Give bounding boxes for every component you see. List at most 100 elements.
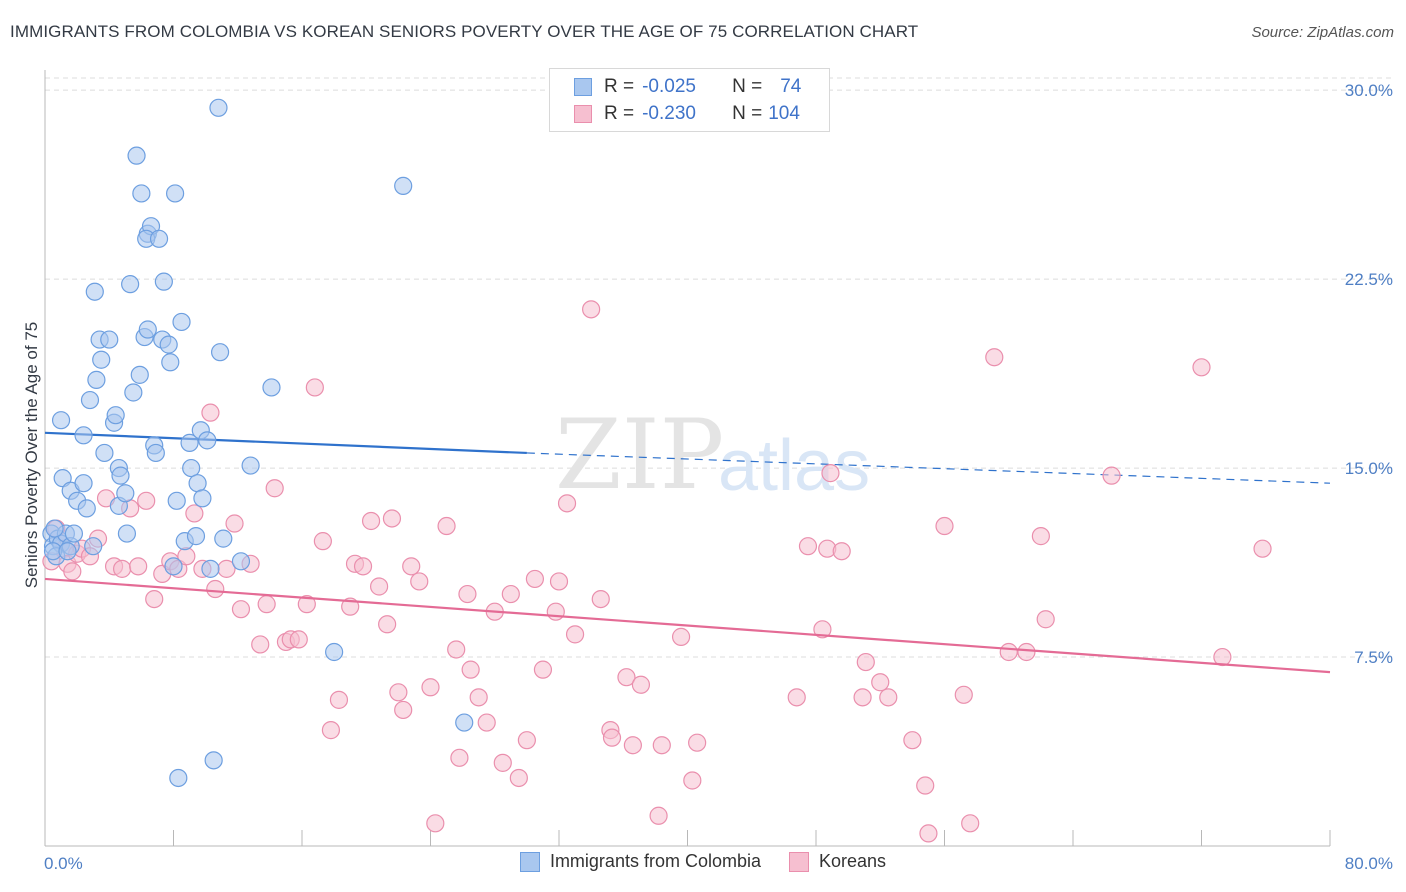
- point-colombia: [241, 456, 260, 475]
- y-axis-title: Seniors Poverty Over the Age of 75: [22, 322, 41, 588]
- point-koreans: [935, 516, 954, 536]
- point-koreans: [225, 514, 244, 533]
- legend-r-label: R =: [604, 76, 635, 97]
- series-swatch-koreans: [789, 851, 809, 872]
- legend-n-label: N =: [732, 103, 763, 124]
- point-koreans: [289, 630, 308, 649]
- point-colombia: [204, 751, 223, 770]
- point-koreans: [832, 542, 851, 561]
- series-label-koreans: Koreans: [819, 851, 887, 871]
- point-colombia: [161, 353, 180, 372]
- point-colombia: [209, 98, 228, 117]
- y-tick-label: 7.5%: [1354, 648, 1393, 667]
- point-koreans: [903, 731, 922, 750]
- trend-line-koreans: [44, 577, 1331, 674]
- point-koreans: [856, 652, 875, 672]
- point-colombia: [130, 365, 149, 384]
- point-colombia: [180, 433, 199, 452]
- point-colombia: [45, 519, 64, 538]
- point-koreans: [1017, 642, 1036, 662]
- point-koreans: [112, 559, 132, 578]
- point-koreans: [469, 688, 488, 707]
- point-colombia: [121, 275, 140, 294]
- tick-labels: 7.5% 15.0% 22.5% 30.0% 0.0% 80.0%: [44, 81, 1393, 873]
- trend-line-colombia: [44, 431, 1331, 484]
- watermark-zip: ZIP: [555, 399, 724, 511]
- point-colombia: [164, 557, 183, 576]
- legend-swatch-koreans: [574, 105, 592, 123]
- series-legend-koreans: Koreans: [789, 851, 886, 872]
- point-colombia: [100, 330, 119, 349]
- point-koreans: [798, 537, 818, 556]
- point-colombia: [325, 642, 344, 662]
- point-koreans: [623, 736, 642, 755]
- point-colombia: [167, 491, 186, 510]
- point-koreans: [821, 464, 840, 483]
- point-koreans: [185, 504, 204, 523]
- point-koreans: [649, 806, 668, 825]
- point-colombia: [154, 272, 173, 291]
- point-koreans: [985, 348, 1004, 367]
- point-colombia: [394, 176, 413, 195]
- axes: [44, 70, 1331, 847]
- y-tick-label: 15.0%: [1345, 459, 1393, 478]
- point-koreans: [533, 660, 553, 679]
- legend-n-value: 104: [768, 103, 800, 124]
- point-koreans: [493, 753, 512, 772]
- point-colombia: [172, 312, 191, 332]
- point-koreans: [353, 557, 373, 576]
- point-colombia: [127, 146, 146, 165]
- point-koreans: [63, 562, 82, 581]
- point-colombia: [85, 282, 104, 301]
- point-koreans: [265, 479, 284, 498]
- point-colombia: [188, 474, 207, 493]
- point-colombia: [74, 474, 93, 493]
- point-koreans: [137, 491, 156, 510]
- point-koreans: [305, 378, 324, 397]
- point-colombia: [262, 378, 281, 397]
- point-colombia: [84, 537, 103, 556]
- point-koreans: [688, 733, 707, 752]
- point-koreans: [582, 300, 601, 319]
- point-koreans: [617, 668, 636, 687]
- point-colombia: [74, 426, 93, 445]
- point-koreans: [546, 602, 565, 621]
- point-colombia: [116, 484, 135, 503]
- point-colombia: [455, 713, 474, 732]
- points-koreans: [42, 300, 1272, 843]
- point-koreans: [525, 569, 545, 589]
- x-tick-label-min: 0.0%: [44, 854, 83, 873]
- point-koreans: [517, 731, 536, 750]
- point-koreans: [999, 642, 1018, 662]
- point-colombia: [169, 768, 188, 788]
- point-colombia: [201, 559, 220, 578]
- point-colombia: [214, 529, 233, 548]
- point-koreans: [370, 577, 389, 596]
- point-koreans: [329, 690, 349, 709]
- point-colombia: [198, 431, 217, 450]
- point-koreans: [145, 589, 164, 609]
- point-koreans: [313, 532, 332, 551]
- point-koreans: [1036, 610, 1055, 629]
- point-koreans: [426, 814, 445, 833]
- y-tick-label: 30.0%: [1345, 81, 1393, 100]
- point-koreans: [853, 688, 872, 707]
- legend-swatch-colombia: [574, 78, 592, 96]
- point-koreans: [410, 572, 429, 591]
- point-colombia: [124, 383, 143, 402]
- source-label: Source: ZipAtlas.com: [1251, 24, 1394, 41]
- point-koreans: [871, 673, 890, 692]
- point-colombia: [231, 552, 251, 571]
- point-colombia: [80, 390, 100, 410]
- legend-r-label: R =: [604, 103, 635, 124]
- point-koreans: [602, 728, 622, 747]
- point-colombia: [117, 524, 137, 543]
- point-koreans: [1213, 647, 1232, 667]
- point-koreans: [787, 688, 806, 707]
- point-colombia: [111, 466, 130, 485]
- point-koreans: [321, 721, 341, 740]
- legend-r-value: -0.025: [642, 76, 696, 97]
- point-koreans: [1253, 539, 1272, 558]
- trend-colombia-dashed: [526, 452, 1331, 484]
